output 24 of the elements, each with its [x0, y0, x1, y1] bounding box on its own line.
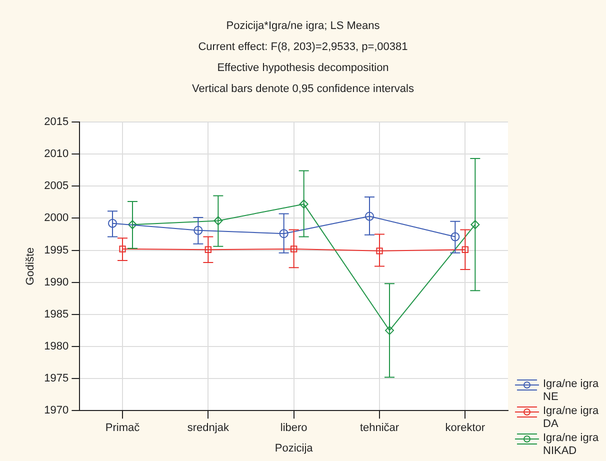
x-tick-label: libero — [280, 422, 308, 434]
y-tick-label: 1975 — [44, 372, 69, 385]
y-tick-label: 2005 — [44, 180, 69, 192]
chart-title: Pozicija*Igra/ne igra; LS Means — [225, 19, 381, 34]
legend-label: Igra/ne igra NIKAD — [543, 432, 600, 458]
legend-label: Igra/ne igra DA — [543, 405, 600, 431]
y-tick-label: 1985 — [44, 308, 69, 320]
y-tick-label: 2010 — [44, 148, 69, 160]
y-tick-label: 1980 — [44, 340, 69, 352]
legend-label: Igra/ne igra NE — [543, 378, 600, 404]
y-axis-title: Godište — [24, 247, 37, 286]
x-axis-title: Pozicija — [274, 442, 314, 454]
y-tick-label: 1995 — [44, 244, 69, 256]
text: Effective hypothesis decomposition — [216, 61, 390, 76]
y-tick-label: 2000 — [44, 212, 69, 224]
x-tick-label: tehničar — [360, 422, 400, 434]
y-tick-label: 2015 — [44, 116, 69, 128]
x-tick-label: srednjak — [187, 422, 230, 434]
y-tick-label: 1970 — [44, 404, 69, 417]
chart-subtitle: Current effect: F(8, 203)=2,9533, p=,00381 — [197, 40, 409, 55]
x-tick-label: Primač — [105, 422, 140, 434]
x-tick-label: korektor — [445, 422, 486, 434]
text: Vertical bars denote 0,95 confidence intervals — [191, 82, 415, 97]
y-tick-label: 1990 — [44, 276, 69, 288]
